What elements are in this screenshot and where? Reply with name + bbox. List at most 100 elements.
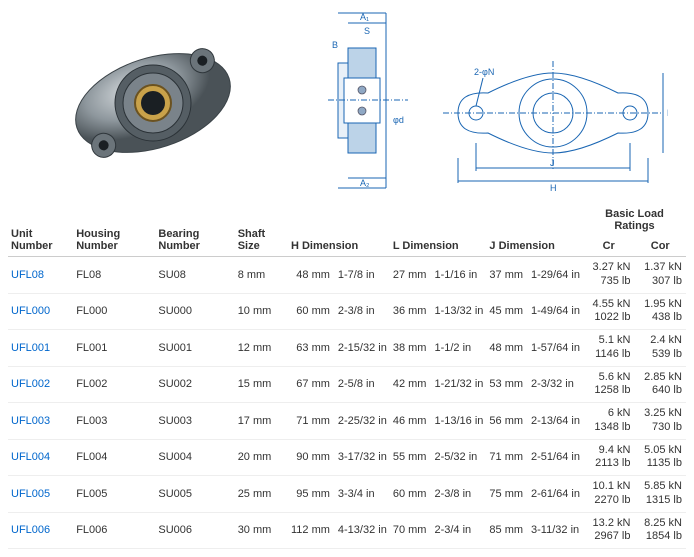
table-row: UFL001FL001SU00112 mm63 mm2-15/32 in38 m… bbox=[8, 330, 686, 367]
unit-link[interactable]: UFL005 bbox=[8, 476, 73, 513]
cell-l-mm: 42 mm bbox=[390, 366, 431, 403]
cell-bearing: SU002 bbox=[155, 366, 234, 403]
label-j: J bbox=[550, 158, 555, 168]
cell-l-in: 1-13/16 in bbox=[430, 403, 486, 440]
cell-cor: 8.25 kN1854 lb bbox=[634, 512, 686, 549]
cell-bearing: SU004 bbox=[155, 439, 234, 476]
cell-housing: FL005 bbox=[73, 476, 155, 513]
cell-cor: 1.37 kN307 lb bbox=[634, 257, 686, 294]
cell-bearing: SU006 bbox=[155, 512, 234, 549]
cell-h-in: 2-15/32 in bbox=[334, 330, 390, 367]
cell-l-mm: 60 mm bbox=[390, 476, 431, 513]
cell-j-in: 1-57/64 in bbox=[527, 330, 583, 367]
col-load: Basic Load Ratings bbox=[583, 204, 686, 236]
cell-j-mm: 45 mm bbox=[486, 293, 527, 330]
cell-j-mm: 71 mm bbox=[486, 439, 527, 476]
cell-cor: 5.85 kN1315 lb bbox=[634, 476, 686, 513]
cell-housing: FL001 bbox=[73, 330, 155, 367]
col-j: J Dimension bbox=[486, 204, 583, 257]
col-cor: Cor bbox=[634, 236, 686, 257]
cell-cr: 10.1 kN2270 lb bbox=[583, 476, 634, 513]
cell-h-in: 3-3/4 in bbox=[334, 476, 390, 513]
cell-h-in: 2-25/32 in bbox=[334, 403, 390, 440]
cell-bearing: SU000 bbox=[155, 293, 234, 330]
cell-h-in: 2-5/8 in bbox=[334, 366, 390, 403]
unit-link[interactable]: UFL004 bbox=[8, 439, 73, 476]
cell-h-in: 4-13/32 in bbox=[334, 512, 390, 549]
cell-l-mm: 36 mm bbox=[390, 293, 431, 330]
cell-j-in: 2-61/64 in bbox=[527, 476, 583, 513]
cell-l-in: 2-3/4 in bbox=[430, 512, 486, 549]
cell-shaft: 8 mm bbox=[235, 257, 288, 294]
diagram-front: 2-φN L J H bbox=[438, 43, 668, 193]
cell-j-in: 2-13/64 in bbox=[527, 403, 583, 440]
cell-h-mm: 63 mm bbox=[288, 330, 334, 367]
table-row: UFL004FL004SU00420 mm90 mm3-17/32 in55 m… bbox=[8, 439, 686, 476]
cell-h-mm: 95 mm bbox=[288, 476, 334, 513]
cell-bearing: SU003 bbox=[155, 403, 234, 440]
cell-cr: 3.27 kN735 lb bbox=[583, 257, 634, 294]
label-l: L bbox=[667, 108, 668, 118]
col-l: L Dimension bbox=[390, 204, 487, 257]
cell-l-mm: 38 mm bbox=[390, 330, 431, 367]
cell-l-mm: 46 mm bbox=[390, 403, 431, 440]
cell-cr: 6 kN1348 lb bbox=[583, 403, 634, 440]
unit-link[interactable]: UFL002 bbox=[8, 366, 73, 403]
col-housing: Housing Number bbox=[73, 204, 155, 257]
cell-l-mm: 70 mm bbox=[390, 512, 431, 549]
label-n: 2-φN bbox=[474, 67, 494, 77]
col-shaft: Shaft Size bbox=[235, 204, 288, 257]
cell-h-mm: 90 mm bbox=[288, 439, 334, 476]
unit-link[interactable]: UFL003 bbox=[8, 403, 73, 440]
col-cr: Cr bbox=[583, 236, 634, 257]
cell-bearing: SU001 bbox=[155, 330, 234, 367]
label-b: B bbox=[332, 40, 338, 50]
cell-cr: 9.4 kN2113 lb bbox=[583, 439, 634, 476]
cell-shaft: 15 mm bbox=[235, 366, 288, 403]
col-h: H Dimension bbox=[288, 204, 390, 257]
cell-j-mm: 37 mm bbox=[486, 257, 527, 294]
label-s: S bbox=[364, 26, 370, 36]
table-row: UFL000FL000SU00010 mm60 mm2-3/8 in36 mm1… bbox=[8, 293, 686, 330]
cell-l-in: 2-3/8 in bbox=[430, 476, 486, 513]
diagram-photo bbox=[63, 28, 243, 178]
cell-shaft: 25 mm bbox=[235, 476, 288, 513]
col-bearing: Bearing Number bbox=[155, 204, 234, 257]
unit-link[interactable]: UFL08 bbox=[8, 257, 73, 294]
cell-l-in: 1-21/32 in bbox=[430, 366, 486, 403]
cell-l-mm: 55 mm bbox=[390, 439, 431, 476]
cell-l-in: 1-13/32 in bbox=[430, 293, 486, 330]
cell-shaft: 12 mm bbox=[235, 330, 288, 367]
unit-link[interactable]: UFL000 bbox=[8, 293, 73, 330]
cell-l-in: 1-1/16 in bbox=[430, 257, 486, 294]
cell-j-mm: 53 mm bbox=[486, 366, 527, 403]
diagram-area: A₁ S B φd A₂ 2-φN L J H bbox=[8, 8, 686, 198]
table-row: UFL002FL002SU00215 mm67 mm2-5/8 in42 mm1… bbox=[8, 366, 686, 403]
cell-j-in: 1-29/64 in bbox=[527, 257, 583, 294]
cell-housing: FL003 bbox=[73, 403, 155, 440]
cell-j-in: 2-51/64 in bbox=[527, 439, 583, 476]
cell-cor: 2.4 kN539 lb bbox=[634, 330, 686, 367]
label-a1: A₁ bbox=[360, 12, 369, 22]
cell-j-in: 3-11/32 in bbox=[527, 512, 583, 549]
cell-cr: 5.1 kN1146 lb bbox=[583, 330, 634, 367]
cell-housing: FL006 bbox=[73, 512, 155, 549]
cell-j-mm: 85 mm bbox=[486, 512, 527, 549]
cell-bearing: SU005 bbox=[155, 476, 234, 513]
cell-h-mm: 60 mm bbox=[288, 293, 334, 330]
cell-cor: 1.95 kN438 lb bbox=[634, 293, 686, 330]
unit-link[interactable]: UFL006 bbox=[8, 512, 73, 549]
cell-housing: FL08 bbox=[73, 257, 155, 294]
cell-cr: 5.6 kN1258 lb bbox=[583, 366, 634, 403]
label-h: H bbox=[550, 183, 557, 193]
cell-h-in: 3-17/32 in bbox=[334, 439, 390, 476]
cell-shaft: 20 mm bbox=[235, 439, 288, 476]
table-row: UFL005FL005SU00525 mm95 mm3-3/4 in60 mm2… bbox=[8, 476, 686, 513]
unit-link[interactable]: UFL001 bbox=[8, 330, 73, 367]
cell-h-mm: 112 mm bbox=[288, 512, 334, 549]
cell-bearing: SU08 bbox=[155, 257, 234, 294]
cell-j-mm: 56 mm bbox=[486, 403, 527, 440]
cell-shaft: 30 mm bbox=[235, 512, 288, 549]
table-row: UFL003FL003SU00317 mm71 mm2-25/32 in46 m… bbox=[8, 403, 686, 440]
label-a2: A₂ bbox=[360, 178, 370, 188]
